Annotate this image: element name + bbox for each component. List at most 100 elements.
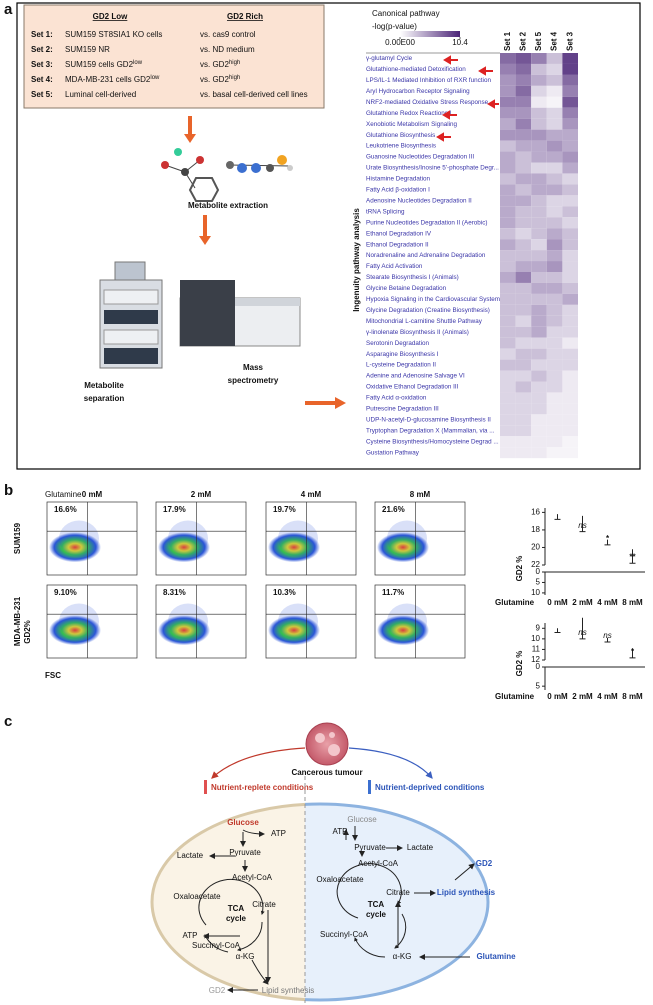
column-label: Set 5 <box>534 31 543 51</box>
y-tick-label: 5 <box>536 578 541 587</box>
column-label: Set 2 <box>519 31 528 51</box>
error-bar <box>604 539 611 546</box>
heat-cell <box>546 85 563 97</box>
row-label: Histamine Degradation <box>366 176 431 183</box>
heat-cell <box>531 392 547 404</box>
heat-cell <box>515 359 532 371</box>
row-label: Ethanol Degradation II <box>366 241 429 248</box>
heat-cell <box>531 326 547 338</box>
heat-cell <box>515 85 532 97</box>
metabolite: Lactate <box>177 851 204 860</box>
heat-cell <box>546 348 563 360</box>
heat-cell <box>562 392 578 404</box>
heat-cell <box>562 348 578 360</box>
colorbar-label: -log(p-value) <box>372 22 417 31</box>
heat-cell <box>515 107 532 119</box>
colorbar-tick-label: 0.00E00 <box>385 38 415 47</box>
heat-cell <box>531 85 547 97</box>
tumour-icon <box>305 722 349 766</box>
heat-cell <box>515 96 532 108</box>
gate-percentage: 16.6% <box>54 505 77 514</box>
heat-cell <box>500 250 516 262</box>
heat-cell <box>546 151 563 163</box>
error-bar <box>629 649 636 659</box>
cell-cloud <box>59 520 99 557</box>
error-bar <box>579 515 586 533</box>
heat-cell <box>515 315 532 327</box>
heat-cell <box>546 228 563 240</box>
hplc-instrument <box>99 261 163 369</box>
heat-cell <box>562 129 578 141</box>
set-id: Set 4: <box>31 75 53 84</box>
y-tick-label: 5 <box>536 681 541 690</box>
heat-cell <box>531 447 547 459</box>
molecule <box>161 148 220 202</box>
heat-cell <box>531 206 547 218</box>
metabolite: Citrate <box>386 888 410 897</box>
heat-cell <box>500 129 516 141</box>
condition-title: Nutrient-deprived conditions <box>375 783 485 792</box>
flow-x-axis: FSC <box>45 671 61 680</box>
condition: 2 mM <box>191 490 212 499</box>
heat-cell <box>500 315 516 327</box>
set-rich: vs. GD2high <box>200 60 240 70</box>
set-low: SUM159 ST8SIA1 KO cells <box>65 30 162 39</box>
heat-cell <box>515 304 532 316</box>
heat-cell <box>562 425 578 437</box>
heat-cell <box>531 53 547 64</box>
metabolite: α-KG <box>393 952 412 961</box>
heat-cell <box>500 447 516 459</box>
heat-cell <box>546 282 563 294</box>
y-tick-label: 10 <box>531 634 540 643</box>
row-label: Hypoxia Signaling in the Cardiovascular … <box>366 296 500 303</box>
x-tick-label: 2 mM <box>572 692 593 701</box>
row-label: Guanosine Nucleotides Degradation III <box>366 154 474 161</box>
metabolite: Glucose <box>347 815 377 824</box>
heat-cell <box>546 118 563 130</box>
set-rich-text: vs. GD2 <box>200 75 229 84</box>
heat-cell <box>500 239 516 251</box>
heat-cell <box>546 436 563 448</box>
heat-cell <box>562 436 578 448</box>
set-id: Set 5: <box>31 90 53 99</box>
heat-cell <box>500 206 516 218</box>
heat-cell <box>500 304 516 316</box>
error-bar <box>604 637 611 643</box>
heat-cell <box>500 414 516 426</box>
heat-cell <box>546 370 563 382</box>
set-rich: vs. GD2high <box>200 75 240 85</box>
heat-cell <box>562 250 578 262</box>
x-tick-label: 8 mM <box>622 598 643 607</box>
set-rich-text: vs. ND medium <box>200 45 255 54</box>
heat-cell <box>562 239 578 251</box>
heat-cell <box>562 217 578 229</box>
cycle-label: cycle <box>366 910 387 919</box>
set-low-text: SUM159 cells GD2 <box>65 60 134 69</box>
heat-cell <box>546 206 563 218</box>
heat-cell <box>546 217 563 229</box>
heat-cell <box>515 206 532 218</box>
cell-cloud <box>387 603 427 640</box>
metabolite: Glutamine <box>476 952 516 961</box>
set-low-text: SUM159 ST8SIA1 KO cells <box>65 30 162 39</box>
row-label: γ-linolenate Biosynthesis II (Animals) <box>366 329 469 336</box>
y-tick-label: 11 <box>532 645 541 654</box>
heat-cell <box>546 250 563 262</box>
heatmap-title: Canonical pathway <box>372 9 440 18</box>
heat-cell <box>546 381 563 393</box>
row-label: Leukotriene Biosynthesis <box>366 143 436 150</box>
heat-cell <box>562 74 578 86</box>
row-label: MDA-MB-231 <box>13 596 22 646</box>
step-label: Mass <box>243 363 264 372</box>
heat-cell <box>515 370 532 382</box>
heat-cell <box>546 293 563 305</box>
row-label: SUM159 <box>13 522 22 554</box>
gate-percentage: 17.9% <box>163 505 186 514</box>
row-label: Purine Nucleotides Degradation II (Aerob… <box>366 219 487 226</box>
cell-cloud <box>278 603 318 640</box>
heat-cell <box>562 140 578 152</box>
heat-cell <box>515 414 532 426</box>
heat-cell <box>546 184 563 196</box>
metabolite: GD2 <box>476 859 493 868</box>
heat-cell <box>546 447 563 459</box>
